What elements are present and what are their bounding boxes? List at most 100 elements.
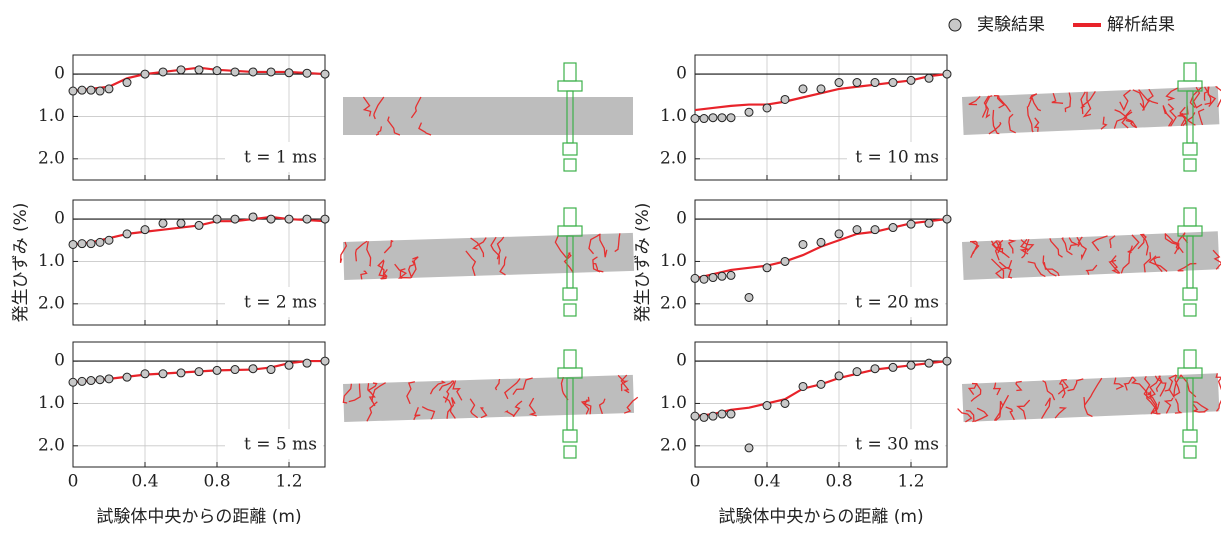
experiment-point: [159, 68, 167, 76]
experiment-point: [177, 369, 185, 377]
support-icon: [563, 143, 577, 155]
support-icon: [564, 304, 576, 316]
x-tick-label: 0: [690, 472, 701, 492]
beam-illustration: [957, 373, 1221, 422]
y-tick-label: 0: [676, 209, 687, 229]
support-icon: [1184, 208, 1196, 226]
x-tick-label: 0.8: [825, 472, 852, 492]
experiment-point: [321, 70, 329, 78]
experiment-point: [285, 361, 293, 369]
experiment-point: [763, 104, 771, 112]
support-icon: [1184, 446, 1196, 458]
y-tick-label: 1.0: [38, 251, 65, 271]
experiment-point: [285, 215, 293, 223]
experiment-point: [231, 215, 239, 223]
experiment-point: [87, 377, 95, 385]
experiment-point: [78, 240, 86, 248]
annotation: t = 2 ms: [244, 293, 317, 313]
x-tick-label: 1.2: [897, 472, 924, 492]
experiment-point: [853, 79, 861, 87]
experiment-point: [943, 70, 951, 78]
experiment-point: [925, 219, 933, 227]
experiment-point: [141, 226, 149, 234]
experiment-point: [718, 272, 726, 280]
experiment-point: [96, 87, 104, 95]
experiment-point: [213, 215, 221, 223]
figure: 01.02.0t = 1 ms実験結果解析結果01.02.0t = 2 ms発生…: [0, 0, 1221, 533]
support-icon: [564, 208, 576, 226]
experiment-point: [871, 226, 879, 234]
experiment-point: [267, 68, 275, 76]
experiment-point: [871, 79, 879, 87]
annotation: t = 20 ms: [855, 293, 939, 313]
experiment-point: [249, 68, 257, 76]
experiment-point: [267, 366, 275, 374]
y-axis-label: 発生ひずみ (%): [633, 203, 653, 323]
y-tick-label: 1.0: [38, 106, 65, 126]
experiment-point: [195, 221, 203, 229]
experiment-point: [213, 67, 221, 75]
legend-marker: [949, 19, 961, 31]
experiment-point: [907, 220, 915, 228]
experiment-point: [817, 380, 825, 388]
experiment-point: [195, 368, 203, 376]
experiment-point: [709, 114, 717, 122]
experiment-point: [105, 236, 113, 244]
experiment-point: [231, 68, 239, 76]
experiment-point: [123, 230, 131, 238]
beam-illustration: [343, 375, 638, 422]
experiment-point: [691, 274, 699, 282]
experiment-point: [303, 359, 311, 367]
experiment-point: [871, 365, 879, 373]
experiment-point: [159, 370, 167, 378]
experiment-point: [727, 410, 735, 418]
beam: [962, 86, 1219, 135]
experiment-point: [745, 444, 753, 452]
experiment-point: [303, 69, 311, 77]
experiment-point: [285, 69, 293, 77]
y-tick-label: 2.0: [38, 435, 65, 455]
experiment-point: [799, 382, 807, 390]
support-icon: [1183, 143, 1197, 155]
beam: [343, 375, 634, 422]
experiment-point: [943, 357, 951, 365]
experiment-point: [907, 361, 915, 369]
support-icon: [564, 446, 576, 458]
experiment-point: [78, 377, 86, 385]
experiment-point: [925, 74, 933, 82]
y-tick-label: 2.0: [660, 435, 687, 455]
support-icon: [563, 288, 577, 300]
experiment-point: [709, 274, 717, 282]
y-tick-label: 0: [54, 351, 65, 371]
experiment-point: [700, 413, 708, 421]
support-icon: [564, 350, 576, 368]
annotation: t = 5 ms: [244, 435, 317, 455]
y-tick-label: 2.0: [38, 148, 65, 168]
experiment-point: [907, 76, 915, 84]
y-tick-label: 0: [676, 351, 687, 371]
experiment-point: [303, 215, 311, 223]
experiment-point: [69, 87, 77, 95]
y-tick-label: 1.0: [38, 393, 65, 413]
experiment-point: [799, 240, 807, 248]
experiment-point: [96, 238, 104, 246]
y-tick-label: 2.0: [660, 293, 687, 313]
experiment-point: [700, 275, 708, 283]
beam-illustration: [962, 86, 1221, 135]
x-axis-label: 試験体中央からの距離 (m): [96, 507, 301, 527]
y-tick-label: 2.0: [38, 293, 65, 313]
y-tick-label: 1.0: [660, 393, 687, 413]
support-icon: [1184, 159, 1196, 171]
experiment-point: [709, 412, 717, 420]
experiment-point: [96, 376, 104, 384]
experiment-point: [781, 95, 789, 103]
experiment-point: [718, 410, 726, 418]
experiment-point: [231, 366, 239, 374]
experiment-point: [213, 366, 221, 374]
support-icon: [1184, 304, 1196, 316]
experiment-point: [177, 66, 185, 74]
support-icon: [1184, 350, 1196, 368]
experiment-point: [853, 226, 861, 234]
beam-illustration: [962, 231, 1221, 280]
experiment-point: [195, 66, 203, 74]
